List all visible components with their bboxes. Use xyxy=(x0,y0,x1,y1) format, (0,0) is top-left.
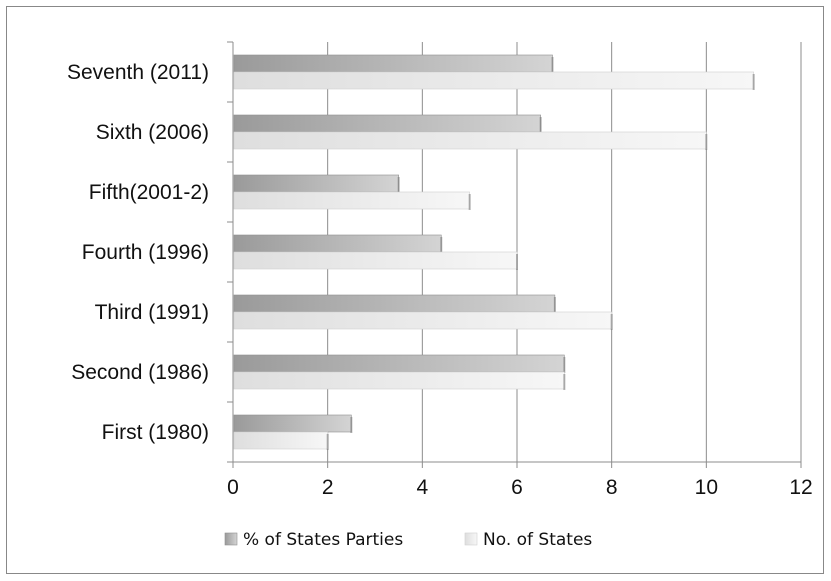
x-tick-label: 4 xyxy=(416,476,428,499)
labels: 0 2 4 6 8 10 12 First (1980) Second (1986) Third … xyxy=(67,61,813,499)
category-label: Sixth (2006) xyxy=(96,121,209,144)
category-label: Fourth (1996) xyxy=(82,241,209,264)
x-tick-label: 8 xyxy=(606,476,618,499)
legend-label-series-2: No. of States xyxy=(483,530,592,550)
legend: % of States Parties No. of States xyxy=(224,530,592,550)
bars xyxy=(233,54,755,450)
bar-shadow xyxy=(563,374,566,390)
x-tick-label: 10 xyxy=(695,476,718,499)
bar-series-2 xyxy=(233,311,612,330)
bar-shadow xyxy=(516,254,518,270)
bar-series-2 xyxy=(233,251,518,270)
legend-swatch-series-1 xyxy=(224,532,238,546)
bar-series-1 xyxy=(233,414,352,433)
bar-series-1 xyxy=(233,54,553,73)
bar-series-1 xyxy=(233,234,442,253)
gridlines xyxy=(327,42,802,462)
axes xyxy=(227,41,802,468)
bar-series-1 xyxy=(233,294,556,313)
bar-shadow xyxy=(553,297,556,313)
category-label: Fifth(2001-2) xyxy=(89,181,209,204)
x-tick-label: 6 xyxy=(511,476,523,499)
category-label: Seventh (2011) xyxy=(67,61,209,84)
bar-series-2 xyxy=(233,191,470,210)
bar-shadow xyxy=(705,134,708,150)
bar-series-2 xyxy=(233,431,328,450)
bar-shadow xyxy=(350,417,353,433)
bar-shadow xyxy=(752,74,755,90)
bar-series-2 xyxy=(233,371,565,390)
bar-shadow xyxy=(468,194,471,210)
bar-series-1 xyxy=(233,354,565,373)
chart-frame xyxy=(6,6,824,574)
x-tick-label: 12 xyxy=(789,476,812,499)
bar-shadow xyxy=(397,177,400,193)
bar-shadow xyxy=(326,434,329,450)
legend-label-series-1: % of States Parties xyxy=(243,530,403,550)
bar-shadow xyxy=(610,314,613,330)
category-label: First (1980) xyxy=(102,421,209,444)
bar-shadow xyxy=(440,237,443,253)
category-label: Third (1991) xyxy=(95,301,209,324)
bar-shadow xyxy=(563,357,566,373)
bar-series-2 xyxy=(233,71,754,90)
bar-series-1 xyxy=(233,174,399,193)
x-tick-label: 2 xyxy=(322,476,334,499)
bar-series-2 xyxy=(233,131,707,150)
bar-shadow xyxy=(539,117,542,133)
category-label: Second (1986) xyxy=(71,361,209,384)
legend-swatch-series-2 xyxy=(464,532,478,546)
bar-series-1 xyxy=(233,114,541,133)
bar-shadow xyxy=(551,57,554,73)
x-tick-label: 0 xyxy=(227,476,239,499)
